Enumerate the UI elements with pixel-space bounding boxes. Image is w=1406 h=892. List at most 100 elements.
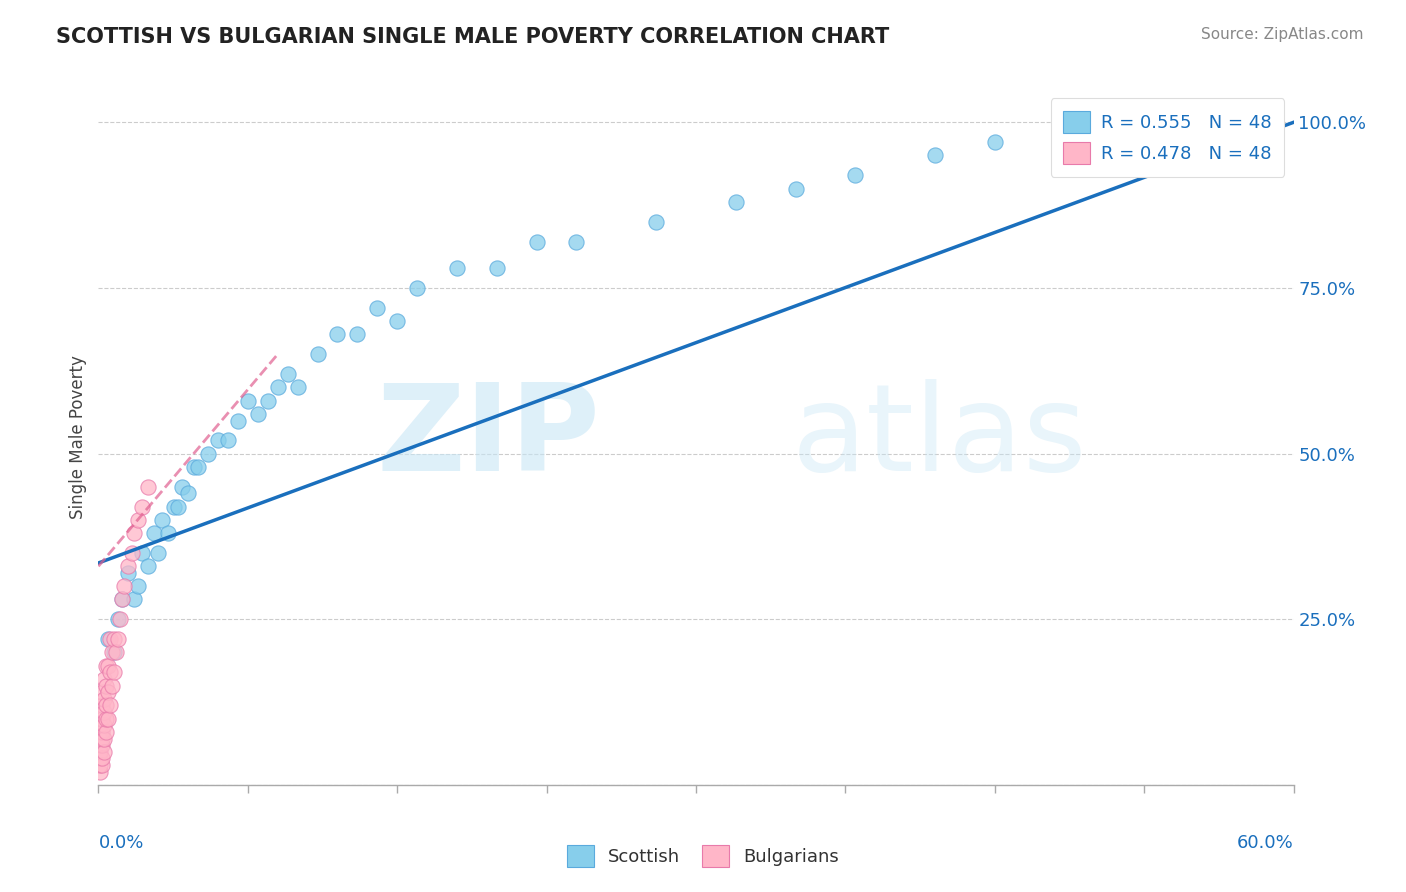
Text: atlas: atlas <box>792 378 1087 496</box>
Point <box>91 751 114 765</box>
Point <box>131 500 153 514</box>
Point <box>267 380 290 394</box>
Point <box>89 738 111 752</box>
Point <box>111 592 134 607</box>
Point <box>89 751 111 765</box>
Text: Source: ZipAtlas.com: Source: ZipAtlas.com <box>1201 27 1364 42</box>
Point <box>127 579 149 593</box>
Point <box>93 705 115 719</box>
Point <box>526 235 548 249</box>
Y-axis label: Single Male Poverty: Single Male Poverty <box>69 355 87 519</box>
Point <box>277 367 299 381</box>
Legend: R = 0.555   N = 48, R = 0.478   N = 48: R = 0.555 N = 48, R = 0.478 N = 48 <box>1050 98 1285 177</box>
Point <box>163 500 186 514</box>
Point <box>111 592 134 607</box>
Point <box>1083 135 1105 149</box>
Point <box>101 645 124 659</box>
Point <box>485 261 508 276</box>
Point <box>1182 135 1205 149</box>
Point <box>89 758 111 772</box>
Point <box>93 745 115 759</box>
Point <box>924 148 946 162</box>
Point <box>96 698 118 713</box>
Point <box>91 685 114 699</box>
Point <box>96 725 118 739</box>
Point <box>117 566 139 580</box>
Text: SCOTTISH VS BULGARIAN SINGLE MALE POVERTY CORRELATION CHART: SCOTTISH VS BULGARIAN SINGLE MALE POVERT… <box>56 27 890 46</box>
Point <box>105 645 128 659</box>
Point <box>91 712 114 726</box>
Point <box>246 407 269 421</box>
Point <box>98 632 122 647</box>
Point <box>565 235 588 249</box>
Point <box>124 592 146 607</box>
Point <box>307 347 329 361</box>
Point <box>844 169 866 183</box>
Point <box>177 486 200 500</box>
Point <box>226 413 249 427</box>
Point <box>96 679 118 693</box>
Point <box>89 725 111 739</box>
Point <box>143 526 166 541</box>
Point <box>121 546 143 560</box>
Point <box>346 327 368 342</box>
Point <box>91 738 114 752</box>
Point <box>93 731 115 746</box>
Point <box>366 301 388 315</box>
Point <box>91 698 114 713</box>
Point <box>96 712 118 726</box>
Point <box>89 718 111 732</box>
Point <box>124 526 146 541</box>
Point <box>112 579 135 593</box>
Point <box>197 447 219 461</box>
Point <box>97 632 120 647</box>
Point <box>89 764 111 779</box>
Point <box>256 393 278 408</box>
Point <box>785 181 807 195</box>
Point <box>187 459 209 474</box>
Point <box>157 526 180 541</box>
Point <box>101 679 124 693</box>
Point <box>724 194 747 209</box>
Point <box>117 559 139 574</box>
Point <box>287 380 309 394</box>
Point <box>97 685 120 699</box>
Point <box>326 327 349 342</box>
Point <box>217 434 239 448</box>
Point <box>93 718 115 732</box>
Point <box>385 314 409 328</box>
Point <box>103 632 125 647</box>
Point <box>89 745 111 759</box>
Point <box>93 691 115 706</box>
Point <box>1243 115 1265 129</box>
Point <box>131 546 153 560</box>
Point <box>103 665 125 680</box>
Point <box>103 645 125 659</box>
Point <box>446 261 468 276</box>
Point <box>107 632 129 647</box>
Point <box>89 731 111 746</box>
Text: 60.0%: 60.0% <box>1237 834 1294 852</box>
Point <box>172 480 194 494</box>
Point <box>93 672 115 686</box>
Point <box>91 725 114 739</box>
Point <box>136 559 159 574</box>
Point <box>136 480 159 494</box>
Point <box>110 612 132 626</box>
Point <box>97 712 120 726</box>
Point <box>645 215 668 229</box>
Point <box>98 698 122 713</box>
Point <box>406 281 429 295</box>
Point <box>107 612 129 626</box>
Point <box>127 513 149 527</box>
Point <box>150 513 173 527</box>
Point <box>96 658 118 673</box>
Point <box>167 500 190 514</box>
Point <box>91 758 114 772</box>
Point <box>91 731 114 746</box>
Point <box>207 434 229 448</box>
Text: ZIP: ZIP <box>377 378 600 496</box>
Text: 0.0%: 0.0% <box>98 834 143 852</box>
Point <box>148 546 170 560</box>
Legend: Scottish, Bulgarians: Scottish, Bulgarians <box>560 838 846 874</box>
